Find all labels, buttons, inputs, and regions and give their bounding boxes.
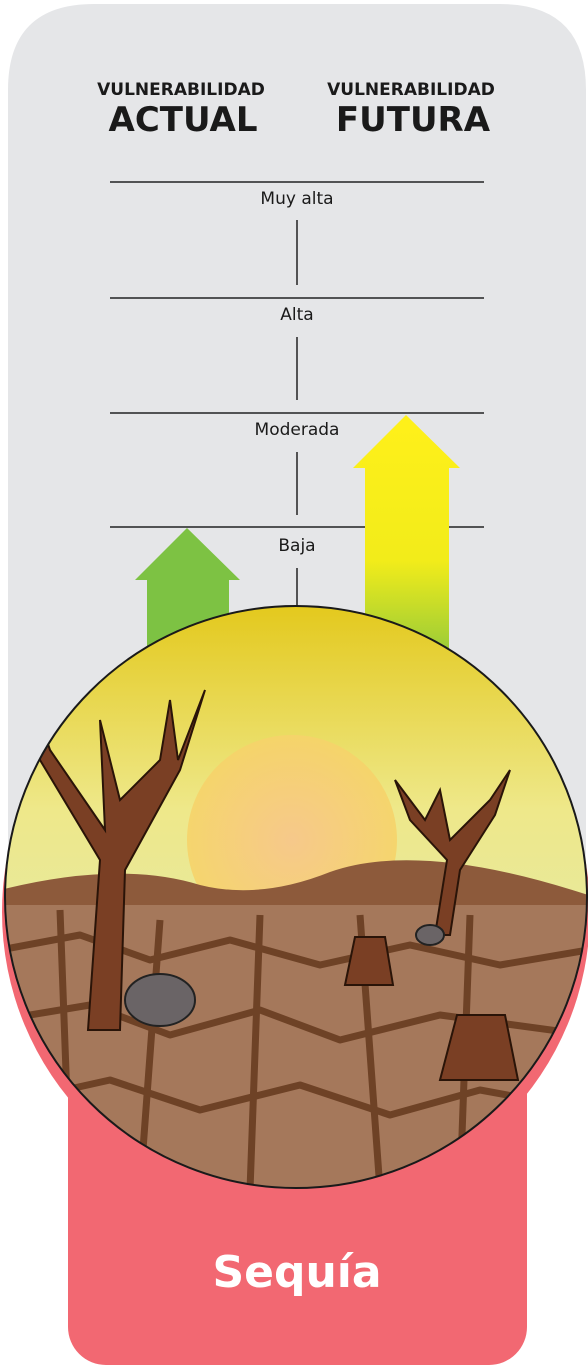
hazard-title: Sequía — [212, 1247, 381, 1298]
level-label: Baja — [278, 536, 315, 556]
drought-scene — [5, 606, 587, 1188]
header-large: FUTURA — [336, 100, 491, 140]
level-label: Alta — [280, 305, 313, 325]
scene-border — [4, 605, 588, 1189]
level-label: Muy alta — [260, 189, 333, 209]
header-small: VULNERABILIDAD — [327, 80, 495, 100]
level-label: Moderada — [255, 420, 340, 440]
header-large: ACTUAL — [109, 100, 258, 140]
header-small: VULNERABILIDAD — [97, 80, 265, 100]
future-arrow — [353, 415, 460, 680]
